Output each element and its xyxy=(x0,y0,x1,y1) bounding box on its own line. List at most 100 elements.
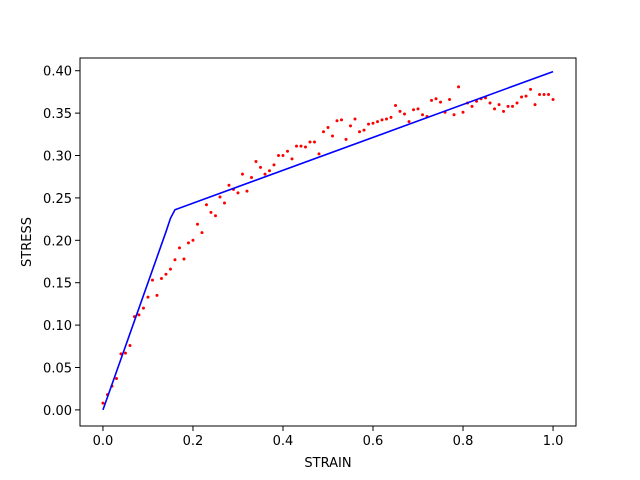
scatter-point xyxy=(389,115,393,119)
scatter-point xyxy=(344,137,348,141)
scatter-point xyxy=(529,87,533,91)
scatter-point xyxy=(457,85,461,89)
scatter-point xyxy=(470,104,474,108)
scatter-point xyxy=(222,201,226,205)
line xyxy=(102,70,554,411)
scatter-point xyxy=(367,122,371,126)
scatter-point xyxy=(294,144,298,148)
scatter-point xyxy=(254,159,258,163)
x-tick-label: 0.6 xyxy=(363,434,384,449)
scatter-point xyxy=(137,313,141,317)
scatter-point xyxy=(281,154,285,158)
y-tick-label: 0.30 xyxy=(43,150,72,165)
scatter-point xyxy=(141,306,145,310)
scatter-point xyxy=(524,94,528,98)
scatter-point xyxy=(258,165,262,169)
scatter-point xyxy=(452,113,456,117)
scatter-point xyxy=(213,214,217,218)
scatter-point xyxy=(299,144,303,148)
x-tick-label: 0.0 xyxy=(93,434,114,449)
scatter-point xyxy=(236,191,240,195)
scatter-point xyxy=(146,295,150,299)
scatter-point xyxy=(285,149,289,153)
y-tick-label: 0.05 xyxy=(43,361,72,376)
scatter-point xyxy=(448,98,452,102)
scatter-point xyxy=(515,101,519,105)
scatter-point xyxy=(150,278,154,282)
scatter-point xyxy=(502,109,506,113)
scatter-point xyxy=(551,98,555,102)
y-tick-label: 0.00 xyxy=(43,404,72,419)
scatter-point xyxy=(186,241,190,245)
scatter-point xyxy=(542,92,546,96)
scatter-point xyxy=(520,95,524,99)
x-tick-label: 0.8 xyxy=(453,434,474,449)
scatter-point xyxy=(394,103,398,107)
scatter-point xyxy=(272,163,276,167)
scatter-point xyxy=(195,222,199,226)
scatter-point xyxy=(434,97,438,101)
scatter-point xyxy=(164,272,168,276)
scatter-point xyxy=(403,112,407,116)
scatter-point xyxy=(488,101,492,105)
scatter-point xyxy=(168,267,172,271)
scatter-point xyxy=(191,238,195,242)
scatter-point xyxy=(349,124,353,128)
scatter-point xyxy=(398,109,402,113)
scatter-point xyxy=(276,154,280,158)
scatter-point xyxy=(538,92,542,96)
scatter-point xyxy=(430,98,434,102)
scatter-point xyxy=(123,351,127,355)
scatter-point xyxy=(385,117,389,121)
scatter-point xyxy=(240,172,244,176)
scatter-point xyxy=(245,189,249,193)
y-tick-label: 0.35 xyxy=(43,107,72,122)
y-tick-label: 0.25 xyxy=(43,192,72,207)
scatter-point xyxy=(177,246,181,250)
scatter-point xyxy=(353,117,357,121)
scatter-point xyxy=(412,108,416,112)
x-tick-label: 0.2 xyxy=(183,434,204,449)
scatter-point xyxy=(308,140,312,144)
plot-frame xyxy=(79,57,577,427)
scatter-point xyxy=(331,134,335,138)
scatter-point xyxy=(101,401,105,405)
scatter-point xyxy=(416,107,420,111)
scatter-point xyxy=(155,293,159,297)
scatter-point xyxy=(439,100,443,104)
scatter-point xyxy=(114,377,118,381)
scatter-point xyxy=(249,176,253,180)
scatter-point xyxy=(493,107,497,111)
scatter-point xyxy=(371,121,375,125)
y-tick-label: 0.20 xyxy=(43,234,72,249)
scatter-point xyxy=(263,172,267,176)
y-tick-label: 0.10 xyxy=(43,319,72,334)
scatter-point xyxy=(421,113,425,117)
scatter-point xyxy=(209,210,213,214)
scatter-point xyxy=(407,120,411,124)
x-axis-label: STRAIN xyxy=(304,456,351,471)
scatter-point xyxy=(335,119,339,123)
scatter-point xyxy=(362,128,366,132)
scatter-point xyxy=(218,195,222,199)
scatter-point xyxy=(182,257,186,261)
x-tick-label: 0.4 xyxy=(273,434,294,449)
scatter-point xyxy=(128,343,132,347)
scatter-point xyxy=(290,157,294,161)
scatter-point xyxy=(227,183,231,187)
scatter-point xyxy=(312,140,316,144)
scatter-point xyxy=(303,145,307,149)
scatter-point xyxy=(506,104,510,108)
scatter-point xyxy=(173,258,177,262)
scatter-point xyxy=(497,103,501,107)
scatter-point xyxy=(267,169,271,173)
scatter-point xyxy=(200,231,204,235)
scatter-point xyxy=(317,152,321,156)
scatter-point xyxy=(326,126,330,130)
scatter-point xyxy=(511,104,515,108)
scatter-point xyxy=(380,118,384,122)
scatter-point xyxy=(321,130,325,134)
y-tick-label: 0.15 xyxy=(43,277,72,292)
scatter-point xyxy=(376,120,380,124)
